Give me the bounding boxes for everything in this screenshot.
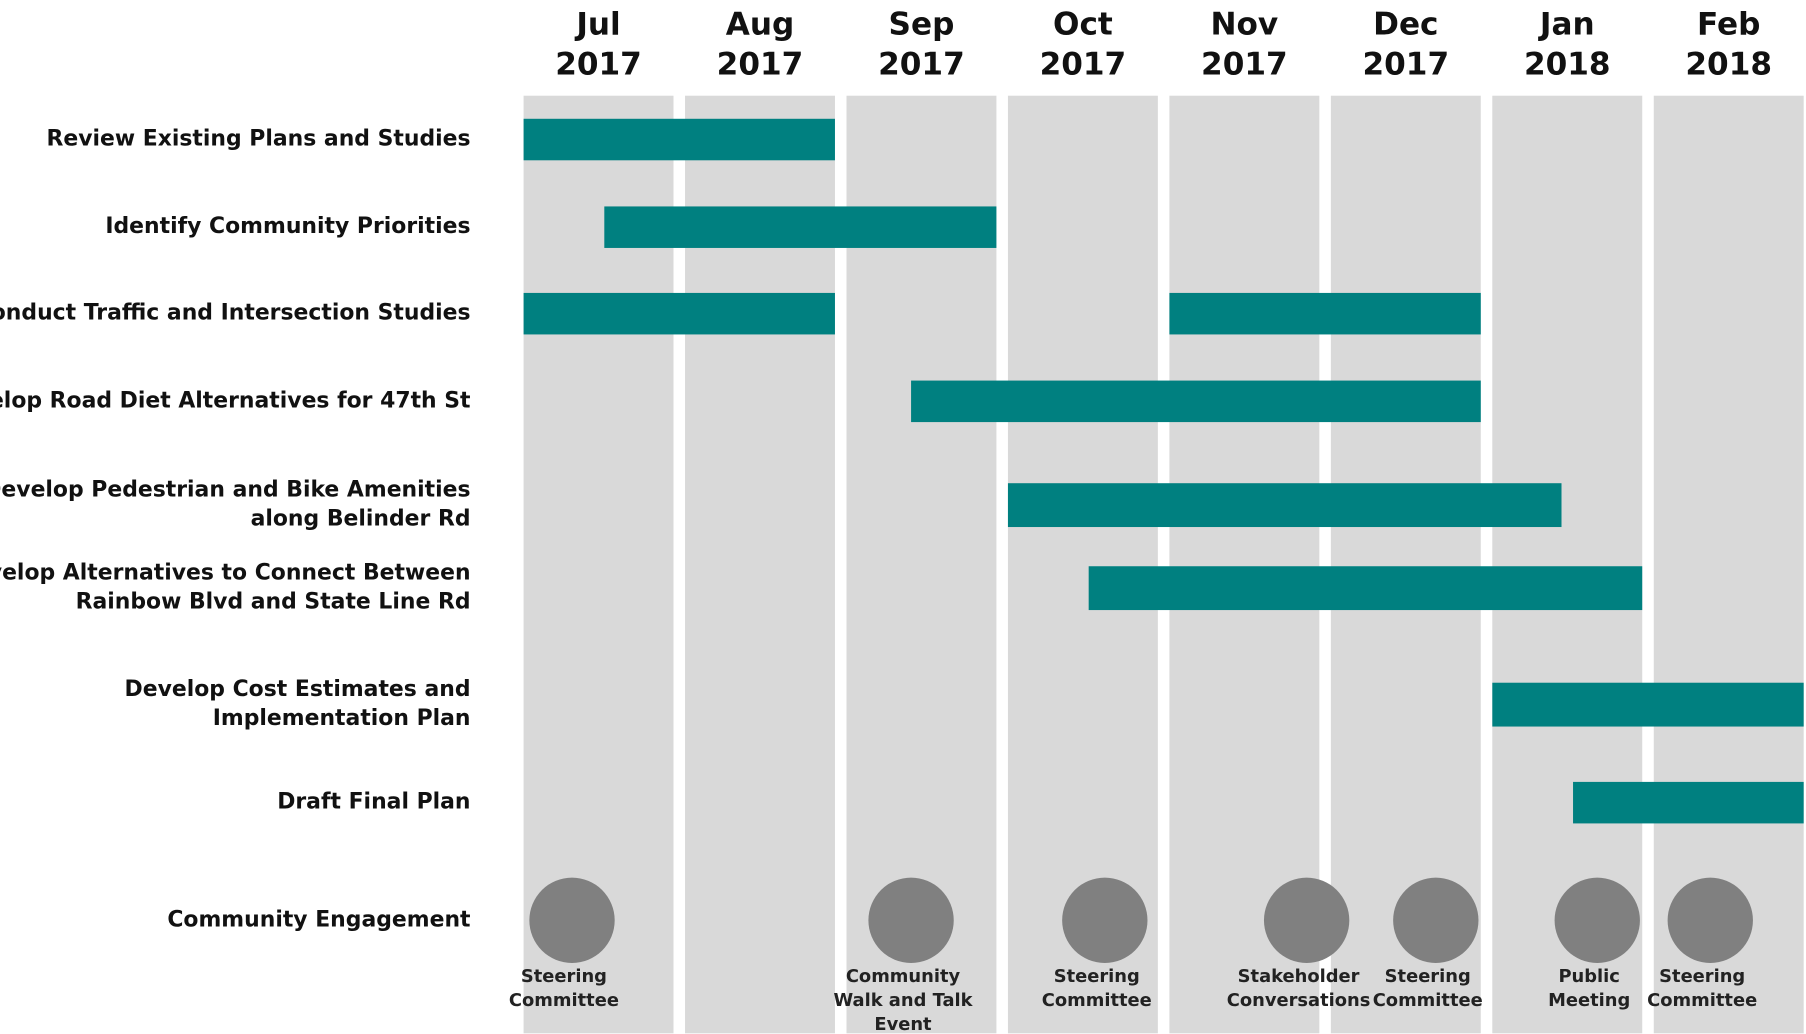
task-bar xyxy=(1088,566,1643,611)
event-label: Steering xyxy=(1054,966,1140,987)
month-column xyxy=(1653,95,1804,1034)
event-label: Committee xyxy=(509,990,619,1011)
year-label: 2017 xyxy=(1040,47,1127,83)
event-label: Committee xyxy=(1042,990,1152,1011)
month-label: Sep xyxy=(889,6,955,42)
event-label: Walk and Talk xyxy=(833,990,973,1011)
task-label: Rainbow Blvd and State Line Rd xyxy=(76,590,471,615)
event-label: Community xyxy=(846,966,961,987)
task-bar xyxy=(1492,682,1804,727)
event-marker xyxy=(868,877,954,963)
year-label: 2017 xyxy=(878,47,965,83)
task-bar xyxy=(604,206,997,248)
month-label: Feb xyxy=(1697,6,1760,42)
task-label: Develop Alternatives to Connect Between xyxy=(0,561,471,586)
event-label: Steering xyxy=(1659,966,1745,987)
month-label: Dec xyxy=(1373,6,1438,42)
task-label: Conduct Traffic and Intersection Studies xyxy=(0,301,471,326)
task-label: Implementation Plan xyxy=(213,706,471,731)
event-label: Stakeholder xyxy=(1238,966,1360,987)
task-label: Review Existing Plans and Studies xyxy=(47,127,471,152)
task-bar xyxy=(911,380,1481,423)
event-label: Steering xyxy=(521,966,607,987)
month-label: Oct xyxy=(1053,6,1113,42)
event-label: Event xyxy=(874,1014,932,1034)
task-bar xyxy=(1169,292,1481,335)
year-label: 2018 xyxy=(1524,47,1611,83)
year-label: 2017 xyxy=(1362,47,1449,83)
task-bar xyxy=(1573,781,1804,824)
event-label: Committee xyxy=(1373,990,1483,1011)
task-label: Develop Road Diet Alternatives for 47th … xyxy=(0,388,471,413)
month-column xyxy=(1492,95,1643,1034)
event-marker xyxy=(1393,877,1479,963)
task-bar xyxy=(523,292,835,335)
month-label: Jul xyxy=(574,6,620,42)
year-label: 2018 xyxy=(1685,47,1772,83)
task-label: Develop Pedestrian and Bike Amenities xyxy=(0,478,471,503)
event-marker xyxy=(1667,877,1753,963)
event-label: Steering xyxy=(1385,966,1471,987)
year-label: 2017 xyxy=(1201,47,1288,83)
task-label: Identify Community Priorities xyxy=(105,214,470,239)
task-label: Draft Final Plan xyxy=(277,790,470,815)
event-marker xyxy=(529,877,615,963)
month-column xyxy=(1007,95,1158,1034)
month-label: Nov xyxy=(1210,6,1278,42)
month-column xyxy=(846,95,997,1034)
engagement-label: Community Engagement xyxy=(167,907,470,932)
year-label: 2017 xyxy=(555,47,642,83)
event-label: Conversations xyxy=(1227,990,1371,1011)
event-label: Committee xyxy=(1647,990,1757,1011)
event-marker xyxy=(1263,877,1350,963)
month-column xyxy=(523,95,674,1034)
event-marker xyxy=(1554,877,1640,963)
month-column xyxy=(1169,95,1320,1034)
task-bar xyxy=(1007,483,1562,528)
month-column xyxy=(685,95,835,1034)
month-label: Jan xyxy=(1538,6,1595,42)
event-marker xyxy=(1062,877,1148,963)
event-label: Meeting xyxy=(1548,990,1630,1011)
event-label: Public xyxy=(1558,966,1619,987)
year-label: 2017 xyxy=(717,47,804,83)
task-label: Develop Cost Estimates and xyxy=(125,677,471,702)
task-label: along Belinder Rd xyxy=(251,507,471,532)
month-column xyxy=(1330,95,1481,1034)
task-bar xyxy=(523,118,835,161)
month-label: Aug xyxy=(726,6,795,42)
